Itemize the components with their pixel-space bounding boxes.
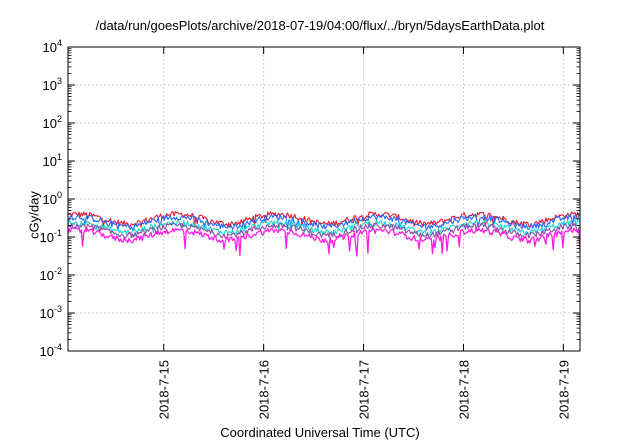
y-tick-label: 10-2 (40, 266, 62, 283)
x-tick-label: 2018-7-19 (556, 360, 571, 419)
series-line (67, 227, 581, 257)
series-line (67, 219, 581, 236)
y-tick-label: 10-3 (40, 304, 62, 321)
y-tick-label: 102 (43, 114, 62, 131)
axis-layer: 10-4 10-3 10-2 10-1 100 101 102 103 104 2018-7-15… (40, 38, 580, 419)
grid-layer (68, 47, 580, 351)
y-tick-label: 10-4 (40, 342, 62, 359)
series-line (67, 213, 581, 231)
chart-title: /data/run/goesPlots/archive/2018-07-19/0… (95, 18, 545, 33)
series-line (67, 222, 581, 239)
series-layer (67, 211, 581, 257)
y-tick-label: 100 (43, 190, 62, 207)
x-tick-label: 2018-7-18 (456, 360, 471, 419)
y-tick-label: 101 (43, 152, 62, 169)
x-tick-label: 2018-7-15 (157, 360, 172, 419)
y-tick-label: 103 (43, 76, 62, 93)
plot-frame (67, 46, 581, 352)
x-tick-label: 2018-7-16 (257, 360, 272, 419)
x-axis-label: Coordinated Universal Time (UTC) (220, 425, 420, 440)
y-tick-label: 10-1 (40, 228, 62, 245)
y-tick-label: 104 (43, 38, 62, 55)
x-tick-label: 2018-7-17 (357, 360, 372, 419)
y-axis-label: cGy/day (26, 191, 42, 239)
